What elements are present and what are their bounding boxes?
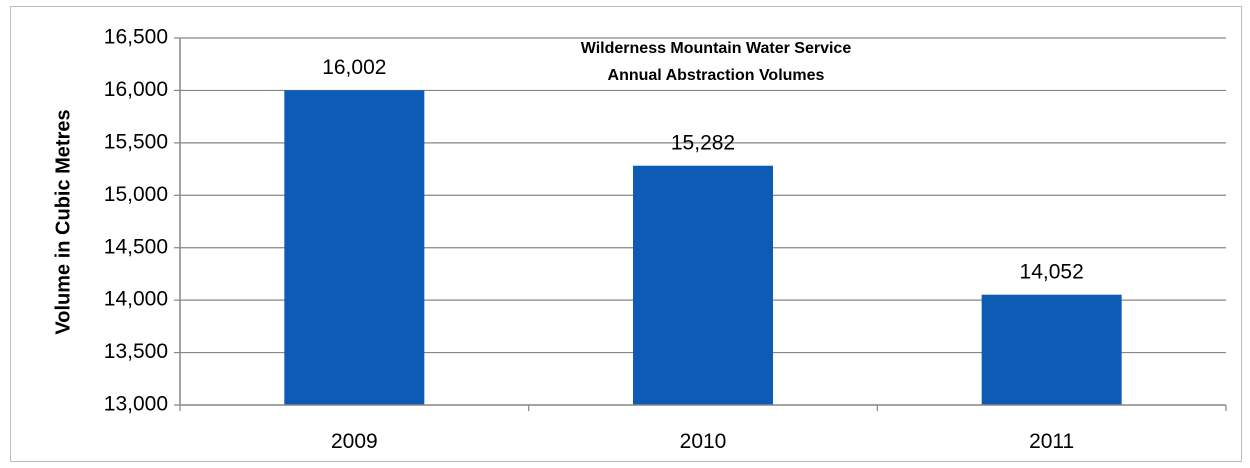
chart-title-line-1: Wilderness Mountain Water Service (581, 40, 852, 57)
data-label: 14,052 (1020, 261, 1084, 284)
bar-2009 (284, 90, 425, 405)
y-tick-label: 15,500 (104, 130, 168, 153)
y-axis-title: Volume in Cubic Metres (52, 109, 74, 334)
bar-2010 (633, 165, 773, 405)
data-label: 16,002 (322, 56, 386, 79)
y-tick-label: 14,000 (104, 288, 168, 311)
chart-title-line-2: Annual Abstraction Volumes (608, 67, 825, 84)
y-tick-label: 13,500 (104, 340, 168, 363)
x-tick-label: 2010 (680, 430, 727, 453)
data-label: 15,282 (671, 132, 735, 155)
axes (174, 37, 1227, 411)
y-tick-labels: 13,000 13,500 14,000 14,500 15,000 15,500 16,0… (104, 26, 168, 416)
bar-2011 (981, 294, 1122, 405)
x-tick-label: 2009 (331, 430, 378, 453)
x-tick-labels: 2009 2010 2011 (331, 430, 1074, 453)
y-tick-label: 16,500 (104, 26, 168, 49)
data-labels: 16,002 15,282 14,052 (322, 56, 1084, 283)
y-tick-label: 13,000 (104, 393, 168, 416)
y-tick-label: 16,000 (104, 78, 168, 101)
y-tick-label: 14,500 (104, 235, 168, 258)
bars (284, 90, 1122, 405)
y-tick-label: 15,000 (104, 183, 168, 206)
x-tick-label: 2011 (1029, 430, 1074, 453)
